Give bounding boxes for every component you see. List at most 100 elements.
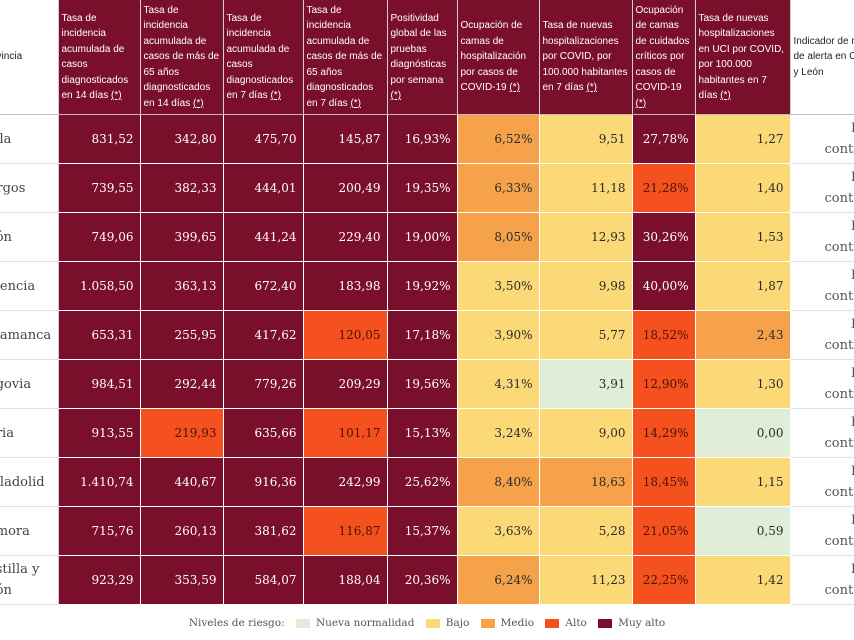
header-ia7-65: Tasa de incidencia acumulada de casos de… xyxy=(303,0,388,115)
header-label: Tasa de incidencia acumulada de casos di… xyxy=(61,12,129,102)
province-cell: oria xyxy=(0,408,59,458)
legend-swatch xyxy=(545,618,560,628)
indicator-cell: 635,66 xyxy=(223,408,304,458)
legend-title: Niveles de riesgo: xyxy=(188,617,285,629)
province-name: astilla y xyxy=(0,562,40,577)
note-link[interactable]: (*) xyxy=(111,90,122,101)
alert-level-cell: Riesg controlad xyxy=(790,408,854,458)
legend-item-nueva-normalidad: Nueva normalidad xyxy=(295,617,415,629)
indicator-cell: 0,59 xyxy=(695,506,791,556)
indicator-cell: 19,92% xyxy=(387,261,458,311)
indicator-cell: 3,24% xyxy=(457,408,540,458)
alert-level-text: controlad xyxy=(824,583,854,598)
province-cell: vila xyxy=(0,114,59,164)
header-provincia: ovincia xyxy=(0,0,59,115)
legend-swatch xyxy=(480,618,495,628)
province-name: eón xyxy=(0,583,12,598)
indicator-cell: 1,87 xyxy=(695,261,791,311)
header-label: Ocupación de camas de hospitalización po… xyxy=(460,20,527,94)
indicator-cell: 441,24 xyxy=(223,212,304,262)
indicator-cell: 19,35% xyxy=(387,163,458,213)
note-link[interactable]: (*) xyxy=(720,90,731,101)
indicator-cell: 145,87 xyxy=(303,114,388,164)
note-link[interactable]: (*) xyxy=(350,97,361,109)
indicator-cell: 4,31% xyxy=(457,359,540,409)
header-label: Tasa de incidencia acumulada de casos de… xyxy=(143,4,220,109)
alert-level-text: Riesg xyxy=(797,265,854,286)
header-label: Ocupación de camas de cuidados críticos … xyxy=(635,4,690,94)
legend-label: Muy alto xyxy=(618,617,666,629)
alert-level-text: controlad xyxy=(824,191,854,206)
alert-level-cell: Riesg controlad xyxy=(790,163,854,213)
alert-level-text: controlad xyxy=(824,485,854,500)
alert-level-text: Riesg xyxy=(797,216,854,237)
indicator-cell: 8,05% xyxy=(457,212,540,262)
province-cell: alamanca xyxy=(0,310,59,360)
table-body: vila831,52342,80475,70145,8716,93%6,52%9… xyxy=(0,114,854,605)
header-label: Positividad global de las pruebas diagnó… xyxy=(390,12,447,86)
indicator-cell: 342,80 xyxy=(140,114,224,164)
header-label: Indicador de nivel de alerta en Castilla… xyxy=(793,35,854,78)
indicator-cell: 9,00 xyxy=(539,408,633,458)
legend-swatch xyxy=(295,618,310,628)
alert-level-text: controlad xyxy=(824,142,854,157)
indicator-cell: 11,23 xyxy=(539,555,633,605)
indicator-cell: 1.410,74 xyxy=(58,457,141,507)
note-link[interactable]: (*) xyxy=(509,82,520,94)
note-link[interactable]: (*) xyxy=(635,97,647,109)
indicator-cell: 2,43 xyxy=(695,310,791,360)
alert-level-text: controlad xyxy=(824,289,854,304)
indicator-cell: 30,26% xyxy=(632,212,696,262)
indicator-cell: 1,40 xyxy=(695,163,791,213)
province-name: eón xyxy=(0,229,12,245)
indicator-cell: 923,29 xyxy=(58,555,141,605)
legend-item-muy-alto: Muy alto xyxy=(598,617,665,629)
header-ia7: Tasa de incidencia acumulada de casos di… xyxy=(223,0,304,115)
indicator-cell: 255,95 xyxy=(140,310,224,360)
note-link[interactable]: (*) xyxy=(270,90,281,101)
indicator-cell: 672,40 xyxy=(223,261,304,311)
province-cell: alencia xyxy=(0,261,59,311)
indicator-cell: 475,70 xyxy=(223,114,304,164)
indicator-cell: 5,28 xyxy=(539,506,633,556)
covid-indicators-table: ovincia Tasa de incidencia acumulada de … xyxy=(0,0,854,605)
risk-legend: Niveles de riesgo: Nueva normalidad Bajo… xyxy=(0,617,854,629)
table-row: alamanca 653,31255,95417,62120,0517,18%3,… xyxy=(0,310,854,360)
indicator-cell: 25,62% xyxy=(387,457,458,507)
alert-level-cell: Riesg controlad xyxy=(790,457,854,507)
note-link[interactable]: (*) xyxy=(193,97,204,109)
indicator-cell: 9,98 xyxy=(539,261,633,311)
legend-label: Alto xyxy=(565,617,587,629)
indicator-cell: 18,45% xyxy=(632,457,696,507)
header-nuevas-uci: Tasa de nuevas hospitalizaciones en UCI … xyxy=(695,0,791,115)
indicator-cell: 17,18% xyxy=(387,310,458,360)
header-label: Tasa de incidencia acumulada de casos di… xyxy=(226,12,294,102)
header-label: Tasa de nuevas hospitalizaciones en UCI … xyxy=(698,12,785,102)
indicator-cell: 27,78% xyxy=(632,114,696,164)
indicator-cell: 417,62 xyxy=(223,310,304,360)
indicator-cell: 40,00% xyxy=(632,261,696,311)
alert-level-cell: Riesg controlad xyxy=(790,310,854,360)
header-nuevas-hosp: Tasa de nuevas hospitalizaciones por COV… xyxy=(539,0,633,115)
header-label: Tasa de nuevas hospitalizaciones por COV… xyxy=(542,20,628,94)
province-name: alamanca xyxy=(0,327,52,343)
indicator-cell: 1,27 xyxy=(695,114,791,164)
table-row: egovia 984,51292,44779,26209,2919,56%4,31… xyxy=(0,359,854,409)
alert-level-text: controlad xyxy=(824,240,854,255)
table-row: oria 913,55219,93635,66101,1715,13%3,24%9… xyxy=(0,408,854,458)
province-name: egovia xyxy=(0,376,32,392)
legend-label: Nueva normalidad xyxy=(315,617,415,629)
indicator-cell: 16,93% xyxy=(387,114,458,164)
indicator-cell: 749,06 xyxy=(58,212,141,262)
alert-level-text: Riesg xyxy=(797,510,854,531)
note-link[interactable]: (*) xyxy=(390,90,402,101)
indicator-cell: 116,87 xyxy=(303,506,388,556)
header-label: ovincia xyxy=(0,51,23,63)
legend-label: Bajo xyxy=(445,617,470,629)
province-name: oria xyxy=(0,425,14,441)
note-link[interactable]: (*) xyxy=(586,82,597,94)
indicator-cell: 6,52% xyxy=(457,114,540,164)
indicator-cell: 382,33 xyxy=(140,163,224,213)
indicator-cell: 15,37% xyxy=(387,506,458,556)
legend-item-alto: Alto xyxy=(545,617,587,629)
